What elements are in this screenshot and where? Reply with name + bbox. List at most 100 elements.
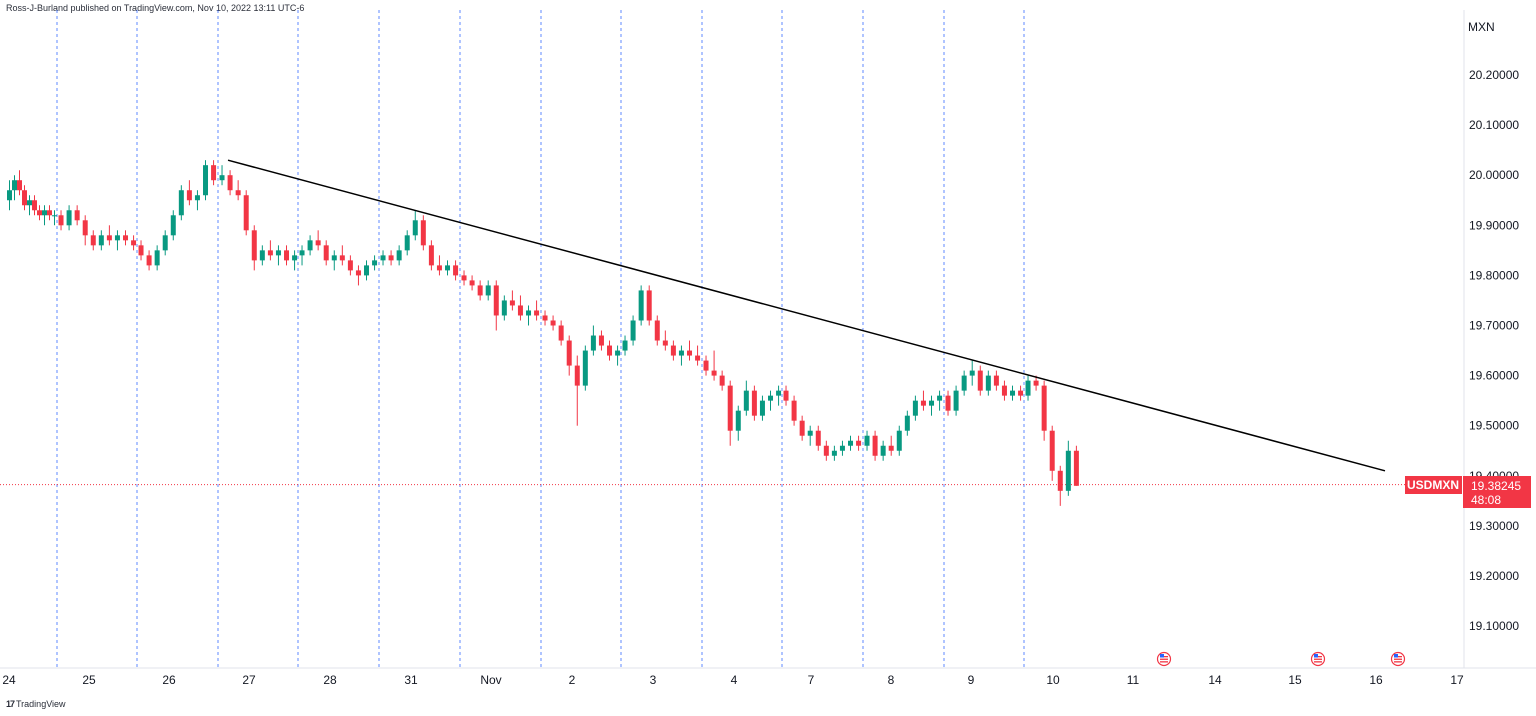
candle-body (969, 370, 975, 376)
time-tick-label: 28 (323, 673, 337, 687)
candle-body (945, 395, 951, 411)
symbol-tag-label: USDMXN (1407, 478, 1459, 492)
candles (7, 160, 1079, 506)
candle-body (735, 410, 741, 431)
price-tick-label: 19.60000 (1469, 369, 1519, 383)
price-tick-label: 20.20000 (1469, 68, 1519, 82)
candle-body (27, 200, 32, 206)
candle-body (445, 265, 451, 271)
price-tick-label: 19.90000 (1469, 218, 1519, 232)
candle-body (339, 255, 345, 261)
candle-body (178, 190, 184, 216)
candle-body (896, 430, 902, 451)
time-tick-label: 14 (1208, 673, 1222, 687)
candle-body (90, 235, 96, 246)
candle-body (372, 260, 378, 266)
candle-body (364, 265, 370, 276)
candle-body (22, 190, 27, 206)
candle-body (646, 290, 652, 321)
candle-body (977, 370, 983, 391)
candle-body (477, 285, 483, 296)
time-tick-label: 3 (650, 673, 657, 687)
price-axis: 20.20000 20.10000 20.00000 19.90000 19.80000… (1469, 68, 1519, 633)
candle-body (154, 250, 160, 266)
candle-body (799, 420, 805, 436)
candle-body (323, 245, 329, 261)
candle-body (1065, 450, 1071, 491)
us-flag-event-icon[interactable] (1156, 651, 1172, 667)
candle-body (162, 235, 168, 251)
price-tick-label: 19.30000 (1469, 519, 1519, 533)
candle-body (194, 195, 200, 201)
candle-body (937, 395, 943, 401)
candle-body (203, 165, 209, 196)
candle-body (299, 250, 305, 256)
candle-body (428, 245, 434, 266)
candle-body (743, 390, 749, 411)
candle-body (12, 180, 17, 191)
time-tick-label: 4 (731, 673, 738, 687)
last-price-value: 19.38245 (1471, 479, 1521, 493)
symbol-tag (1405, 476, 1462, 494)
candle-body (1049, 430, 1055, 471)
time-tick-label: Nov (480, 673, 501, 687)
candle-body (284, 250, 290, 261)
candle-body (1041, 385, 1047, 431)
candle-body (888, 445, 894, 451)
price-tag[interactable]: USDMXN 19.38245 48:08 (1405, 476, 1531, 508)
candle-body (58, 215, 64, 226)
candle-body (170, 215, 176, 236)
publisher-caption: Ross-J-Burland published on TradingView.… (6, 3, 305, 13)
candle-body (7, 190, 12, 201)
candle-body (993, 375, 999, 386)
candle-body (355, 270, 361, 276)
us-flag-event-icon[interactable] (1390, 651, 1406, 667)
candle-body (37, 210, 42, 216)
candle-body (582, 350, 588, 386)
price-tick-label: 19.80000 (1469, 268, 1519, 282)
candle-body (315, 240, 321, 246)
time-tick-label: 9 (968, 673, 975, 687)
candle-body (123, 235, 129, 241)
candle-body (74, 210, 80, 221)
candle-body (695, 355, 701, 361)
candle-body (574, 365, 580, 386)
candle-body (227, 175, 233, 191)
us-flag-event-icon[interactable] (1310, 651, 1326, 667)
candle-body (839, 445, 845, 451)
candle-body (32, 200, 37, 211)
candle-body (453, 265, 459, 276)
trendline[interactable] (227, 159, 1386, 472)
candle-body (106, 235, 112, 241)
candle-body (791, 400, 797, 421)
candle-body (1033, 380, 1039, 386)
candle-body (920, 400, 926, 406)
time-tick-label: 2 (569, 673, 576, 687)
candle-body (98, 235, 104, 246)
candle-body (768, 395, 774, 401)
candle-body (493, 285, 499, 316)
time-tick-label: 25 (82, 673, 96, 687)
candle-body (727, 385, 733, 431)
candle-body (292, 255, 298, 261)
candle-body (243, 195, 249, 231)
candle-body (517, 305, 523, 316)
candle-body (275, 250, 281, 256)
candle-body (114, 235, 120, 241)
candle-body (47, 210, 52, 216)
time-tick-label: 10 (1046, 673, 1060, 687)
candle-body (388, 255, 394, 261)
candle-body (711, 370, 717, 376)
candle-body (687, 350, 693, 356)
candle-body (307, 240, 313, 251)
candle-body (131, 240, 137, 246)
candle-body (534, 310, 540, 316)
candle-body (848, 440, 854, 446)
candle-body (638, 290, 644, 321)
time-tick-label: 27 (242, 673, 256, 687)
time-tick-label: 11 (1127, 673, 1140, 687)
candle-body (815, 430, 821, 446)
candle-body (219, 175, 225, 181)
candle-body (331, 255, 337, 261)
